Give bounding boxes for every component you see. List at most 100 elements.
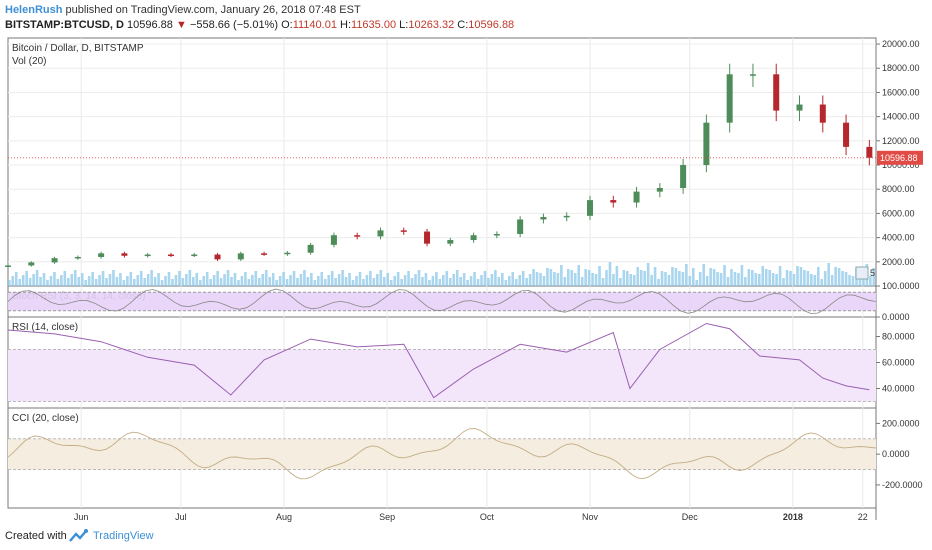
volume-bar (115, 277, 119, 286)
candle[interactable] (284, 252, 291, 255)
volume-bar (334, 278, 337, 286)
volume-bar (799, 267, 803, 286)
volume-bar (379, 270, 383, 286)
candle[interactable] (144, 254, 151, 257)
volume-bar (129, 272, 133, 286)
volume-bar (365, 275, 369, 286)
volume-bar (462, 273, 466, 286)
candle[interactable] (400, 230, 407, 232)
candle[interactable] (703, 122, 710, 166)
candle[interactable] (354, 235, 361, 237)
volume-bar (393, 276, 396, 286)
volume-bar (230, 277, 233, 286)
candle[interactable] (773, 74, 780, 111)
volume-bar (733, 272, 737, 286)
volume-bar (775, 274, 778, 286)
volume-bar (216, 271, 219, 286)
volume-bar (132, 279, 136, 286)
y-tick-label: 16000.00 (882, 87, 920, 97)
candle[interactable] (517, 219, 524, 234)
volume-bar (160, 280, 164, 286)
candle[interactable] (540, 217, 547, 220)
candle[interactable] (377, 230, 384, 237)
candle[interactable] (843, 122, 850, 147)
candle[interactable] (796, 104, 803, 111)
volume-bar (28, 278, 32, 286)
candle[interactable] (330, 235, 337, 245)
cci-tick-label: 0.0000 (882, 449, 910, 459)
cci-line (7, 428, 877, 480)
volume-bar (660, 271, 664, 286)
author-name[interactable]: HelenRush (5, 4, 63, 16)
volume-bar (251, 275, 254, 286)
volume-bar (702, 264, 705, 286)
candle[interactable] (191, 254, 198, 257)
y-tick-label: 2000.00 (882, 257, 915, 267)
volume-bar (153, 277, 157, 286)
candle[interactable] (424, 231, 431, 244)
chart-header: HelenRush published on TradingView.com, … (0, 0, 932, 36)
tradingview-brand[interactable]: TradingView (93, 530, 154, 542)
volume-bar (313, 280, 317, 286)
candle[interactable] (493, 233, 500, 236)
volume-bar (549, 269, 553, 286)
x-tick-label: 2018 (783, 512, 803, 522)
candle[interactable] (610, 200, 617, 203)
volume-bar (362, 279, 365, 286)
candle[interactable] (74, 256, 81, 259)
chart-area[interactable]: Jun Jul Aug Sep Oct Nov Dec 2018 22 2000.00 4000.0… (0, 36, 932, 526)
candle[interactable] (563, 215, 570, 218)
candle[interactable] (586, 200, 593, 216)
volume-bar (605, 270, 608, 286)
y-tick-label: 14000.00 (882, 112, 920, 122)
volume-bar (150, 270, 153, 286)
candle[interactable] (656, 188, 663, 192)
volume-bar (629, 274, 633, 286)
candle[interactable] (470, 235, 477, 241)
volume-bar (705, 276, 709, 286)
candle[interactable] (5, 265, 11, 267)
volume-bar (483, 271, 487, 286)
candle[interactable] (261, 253, 268, 255)
x-tick-label: Nov (582, 512, 599, 522)
volume-bar (806, 271, 810, 286)
volume-bar (566, 269, 570, 286)
volume-bar (240, 276, 244, 286)
candle[interactable] (98, 253, 105, 257)
price-series[interactable] (5, 63, 873, 268)
volume-bar (813, 275, 817, 286)
volume-bar (535, 272, 539, 286)
symbol-label[interactable]: BITSTAMP:BTCUSD, D (5, 19, 124, 31)
candle[interactable] (121, 253, 128, 256)
candle[interactable] (819, 104, 826, 123)
volume-bar (98, 275, 101, 286)
volume-bar (719, 273, 723, 286)
volume-bar (834, 267, 837, 286)
volume-bar (126, 276, 129, 286)
volume-bar (542, 276, 546, 286)
candle[interactable] (680, 165, 687, 189)
candle[interactable] (214, 254, 221, 260)
cci-band (8, 438, 876, 470)
candle[interactable] (237, 253, 244, 260)
candle[interactable] (447, 240, 454, 244)
high-label: H: (340, 19, 352, 31)
candle[interactable] (167, 254, 174, 257)
volume-bar (573, 273, 577, 286)
candle[interactable] (633, 191, 640, 203)
candle[interactable] (749, 74, 756, 76)
volume-bar (136, 275, 140, 286)
candle[interactable] (866, 146, 873, 158)
volume-bar (11, 276, 15, 286)
candle[interactable] (307, 244, 314, 253)
volume-bar (782, 278, 785, 286)
volume-bar (94, 279, 98, 286)
candle[interactable] (726, 74, 733, 123)
candle[interactable] (51, 258, 58, 263)
x-tick-label: 22 (858, 512, 868, 522)
volume-bar (414, 274, 417, 286)
rsi-line (7, 322, 870, 399)
candle[interactable] (28, 262, 35, 266)
volume-bar (869, 276, 872, 286)
close-value: 10596.88 (468, 19, 515, 31)
